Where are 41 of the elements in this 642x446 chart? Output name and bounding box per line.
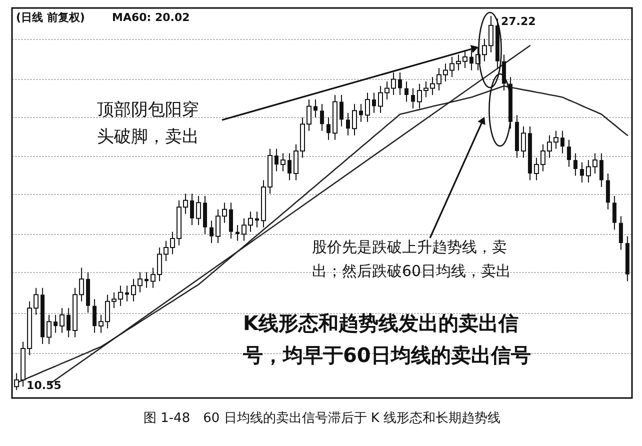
annotation: 顶部阴包阳穿头破脚，卖出 [97,100,199,148]
candlestick [92,298,97,334]
candlestick [196,195,202,226]
candlestick [404,81,408,102]
annotation: K线形态和趋势线发出的卖出信号，均早于60日均线的卖出信号 [242,311,531,367]
annotation: MA60: 20.02 [112,11,190,24]
candlestick [606,172,610,210]
annotation: 27.22 [500,15,536,28]
candlestick [520,126,526,158]
candlestick [346,112,350,136]
candlestick [288,152,292,181]
annotation: 股价先是跌破上升趋势线，卖出；然后跌破60日均线，卖出 [312,238,512,280]
annotation: (日线 前复权) [16,11,85,24]
candlestick [573,152,578,176]
candlestick [599,152,604,188]
candlestick [364,92,370,122]
candlestick [190,193,194,226]
annotation: 10.55 [26,379,62,392]
candlestick [372,92,376,114]
candlestick [339,94,344,127]
text: 图 1-48 60 日均线的卖出信号滞后于 K 线形态和长期趋势线 [143,411,501,426]
candlestick [210,220,214,244]
candlestick [320,103,324,132]
candlestick [326,116,330,140]
candlestick [54,314,58,334]
candlestick [46,314,52,345]
candlestick [618,216,623,250]
candlestick [398,72,402,96]
candlestick [280,152,286,172]
candlestick [352,103,357,136]
candlestick [274,148,279,172]
candlestick [358,103,363,122]
candlestick [66,308,71,338]
candlestick [60,308,65,334]
candlestick [580,162,584,183]
candlestick [410,88,415,109]
candlestick [566,139,571,168]
candlestick [560,130,564,154]
candlestick [229,202,234,240]
candlestick [314,98,318,118]
candlestick [612,195,616,230]
